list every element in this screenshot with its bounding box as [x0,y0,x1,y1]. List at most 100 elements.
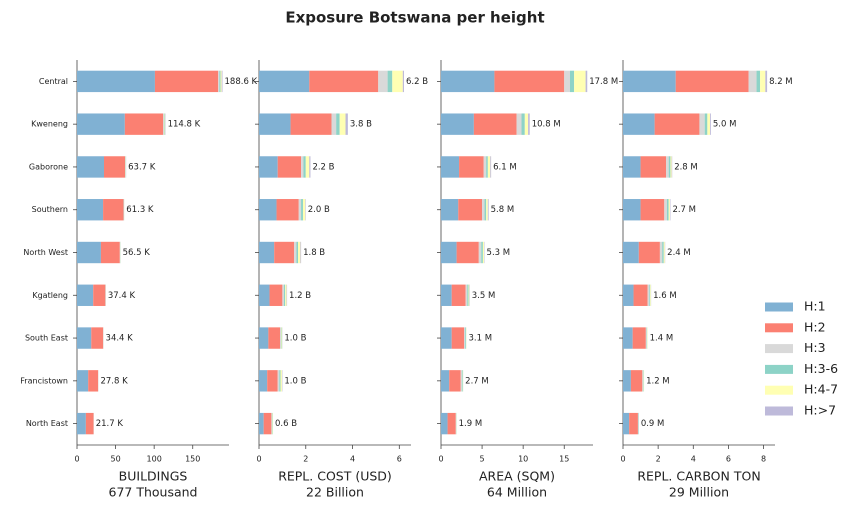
total-label: 2.7 M [465,376,489,386]
total-label: 1.6 M [653,291,677,301]
bar-segment [483,156,487,178]
bar-segment [77,70,155,93]
bar-segment [623,284,634,306]
x-tick-label: 5 [480,455,485,464]
total-label: 34.4 K [106,334,134,344]
bar-segment [77,284,94,306]
bar-segment [77,156,105,178]
bar-segment [447,412,456,435]
bar-segment [441,370,450,392]
bar-segment [524,113,529,135]
bar-segment [259,241,275,264]
x-tick-label: 8 [761,455,766,464]
bar-segment [461,370,463,392]
bar-segment [280,370,282,392]
bar-segment [441,241,457,264]
legend-swatch [765,385,793,395]
bar-segment [276,199,299,221]
total-label: 56.5 K [123,248,151,258]
x-axis-label: REPL. COST (USD) [278,469,392,484]
x-tick-label: 4 [691,455,696,464]
bar-segment [298,241,301,264]
total-label: 2.0 B [308,205,330,215]
bar-segment [585,70,588,93]
bar-segment [484,199,487,221]
bar-segment [670,156,672,178]
legend-label: H:>7 [804,403,836,418]
bar-segment [704,113,708,135]
bar-segment [482,241,485,264]
bar-segment [458,199,483,221]
bar-segment [465,284,468,306]
bar-segment [441,412,448,435]
bar-segment [285,284,287,306]
bar-segment [282,284,285,306]
bar-segment [309,70,379,93]
bar-segment [259,284,270,306]
bar-segment [709,113,711,135]
bar-segment [279,370,281,392]
total-label: 1.2 B [289,291,311,301]
total-label: 1.0 B [284,376,306,386]
x-tick-label: 4 [350,455,355,464]
total-label: 5.0 M [713,120,737,130]
bar-segment [668,156,671,178]
total-label: 6.1 M [493,162,517,172]
legend-label: H:3-6 [804,361,838,376]
bar-segment [259,370,268,392]
bar-segment [218,70,220,93]
bar-segment [623,370,631,392]
total-label: 27.8 K [100,376,128,386]
total-label: 6.2 B [406,77,428,87]
bar-segment [662,241,664,264]
total-label: 5.8 M [491,205,515,215]
bar-segment [468,284,470,306]
legend-label: H:2 [804,319,826,334]
bar-segment [267,370,278,392]
bar-segment [528,113,530,135]
legend-label: H:3 [804,340,826,355]
y-tick-label: Francistown [20,376,68,385]
total-label: 3.1 M [468,334,492,344]
total-label: 3.8 B [350,120,372,130]
bar-segment [623,241,639,264]
x-axis-label: AREA (SQM) [479,469,555,484]
total-label: 2.7 M [672,205,696,215]
bar-segment [478,241,482,264]
bar-segment [637,412,639,435]
bar-segment [290,113,332,135]
bar-segment [490,156,492,178]
bar-segment [666,156,669,178]
bar-segment [441,284,452,306]
bar-segment [302,199,306,221]
bar-segment [623,327,633,349]
x-tick-label: 100 [147,455,162,464]
bar-segment [646,327,648,349]
bar-segment [659,241,663,264]
legend-swatch [765,344,793,354]
x-axis-sublabel: 677 Thousand [109,485,198,500]
bar-segment [100,241,120,264]
bar-segment [623,156,641,178]
bar-segment [268,327,281,349]
bar-segment [124,113,164,135]
bar-segment [441,199,459,221]
total-label: 10.8 M [532,120,561,130]
bar-segment [647,284,650,306]
bar-segment [259,113,291,135]
x-axis-sublabel: 22 Billion [306,485,364,500]
x-tick-label: 10 [518,455,528,464]
bar-segment [638,241,660,264]
bar-segment [441,156,460,178]
x-tick-label: 0 [438,455,443,464]
total-label: 17.8 M [589,77,618,87]
y-tick-label: Kgatleng [32,291,68,300]
bar-segment [259,199,277,221]
bar-segment [378,70,388,93]
legend-swatch [765,323,793,333]
bar-segment [760,70,766,93]
legend-label: H:4-7 [804,382,838,397]
y-tick-label: Central [39,77,68,86]
legend-swatch [765,364,793,374]
bar-segment [277,370,280,392]
